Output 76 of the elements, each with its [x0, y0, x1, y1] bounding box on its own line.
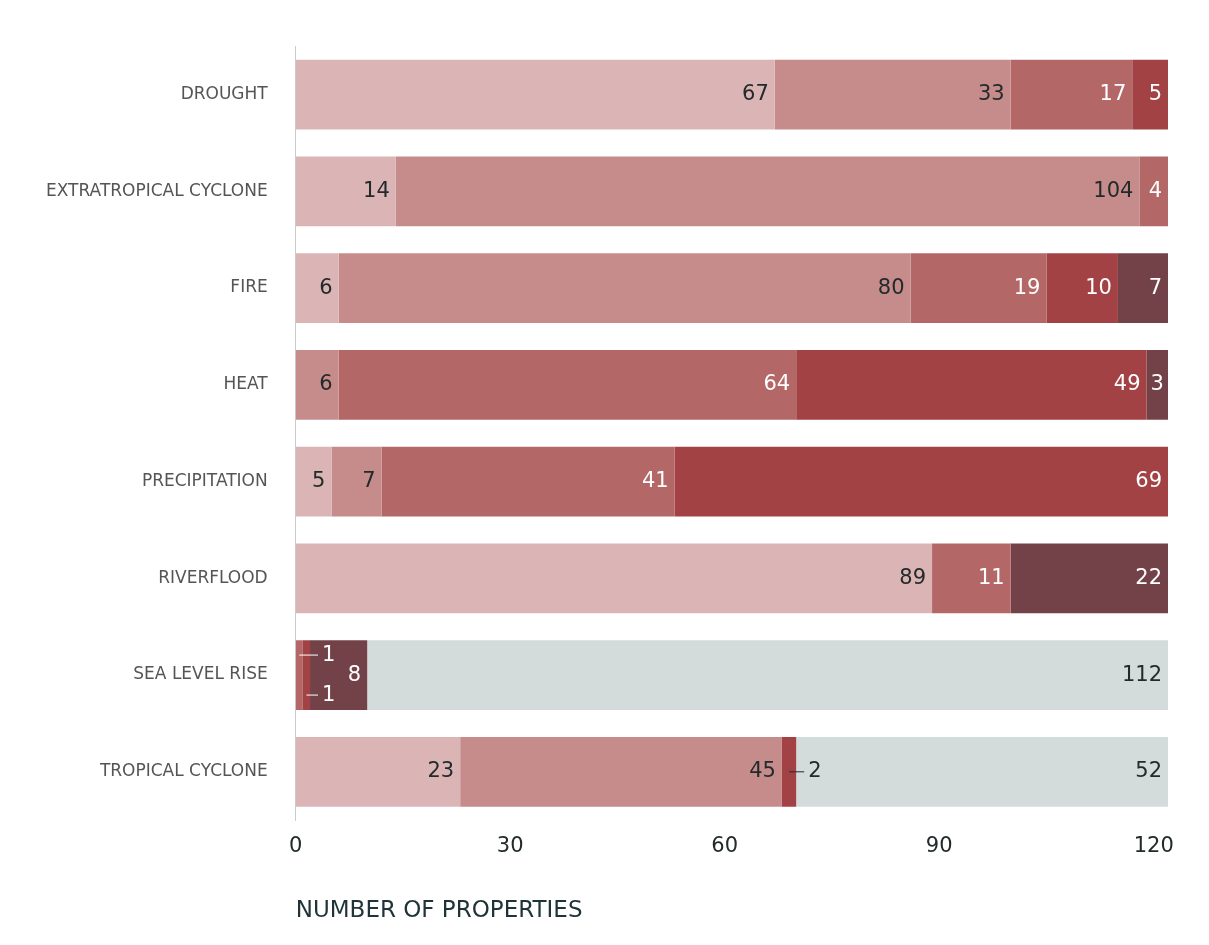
bar — [1046, 253, 1118, 323]
data-label: 80 — [877, 274, 905, 299]
bar — [310, 640, 368, 710]
data-label: 64 — [763, 371, 791, 396]
bar — [796, 350, 1147, 420]
data-label: 45 — [749, 758, 776, 783]
data-label: 89 — [899, 564, 927, 589]
data-label: 49 — [1113, 371, 1141, 396]
y-tick-label: EXTRATROPICAL CYCLONE — [45, 179, 268, 200]
data-label: 41 — [641, 468, 669, 493]
bar — [295, 59, 775, 130]
data-label: 52 — [1135, 758, 1162, 783]
bar — [1117, 253, 1168, 323]
data-label: 6 — [319, 371, 333, 396]
y-tick-label: SEA LEVEL RISE — [133, 663, 268, 684]
data-label: 3 — [1150, 371, 1164, 396]
bar — [1139, 156, 1168, 227]
x-tick-label: 30 — [496, 833, 524, 858]
bar — [331, 446, 382, 517]
bar — [781, 737, 797, 807]
bar — [1010, 59, 1133, 130]
x-axis-title: NUMBER OF PROPERTIES — [295, 896, 583, 923]
data-label: 7 — [362, 468, 376, 493]
bar — [295, 446, 332, 517]
bar — [302, 640, 311, 710]
data-label: 33 — [977, 81, 1005, 106]
bar — [295, 543, 933, 614]
x-tick-label: 0 — [289, 833, 303, 858]
data-label: 7 — [1148, 274, 1162, 299]
bar — [1132, 59, 1168, 130]
data-label: 5 — [1148, 81, 1162, 106]
bar — [910, 253, 1047, 323]
bar — [395, 156, 1140, 227]
data-label: 1 — [322, 641, 336, 666]
data-label: 10 — [1085, 274, 1112, 299]
data-label: 112 — [1121, 661, 1162, 686]
bar — [295, 737, 461, 807]
y-tick-label: PRECIPITATION — [141, 470, 268, 490]
data-label: 5 — [312, 468, 326, 493]
x-tick-label: 120 — [1133, 833, 1174, 858]
data-label: 19 — [1013, 274, 1041, 299]
bar — [796, 737, 1168, 807]
data-label: 8 — [347, 661, 362, 686]
bar — [295, 156, 396, 227]
data-label: 2 — [808, 758, 822, 783]
data-label: 22 — [1135, 564, 1162, 589]
bar — [367, 640, 1168, 710]
y-tick-label: TROPICAL CYCLONE — [98, 760, 268, 781]
bar — [1010, 543, 1168, 614]
data-label: 4 — [1148, 177, 1162, 202]
data-label: 1 — [322, 681, 336, 706]
bar — [295, 350, 339, 420]
bar — [932, 543, 1011, 614]
bar — [460, 737, 782, 807]
x-tick-label: 90 — [925, 833, 953, 858]
bar — [338, 350, 797, 420]
data-label: 67 — [742, 81, 769, 106]
y-tick-label: FIRE — [230, 276, 268, 297]
y-tick-label: HEAT — [223, 373, 269, 394]
data-label: 23 — [427, 758, 455, 783]
bar — [381, 446, 675, 517]
data-label: 11 — [977, 564, 1005, 589]
bar — [774, 59, 1011, 130]
bar — [295, 253, 339, 323]
bar — [295, 640, 303, 710]
y-tick-label: RIVERFLOOD — [158, 566, 268, 587]
data-label: 6 — [319, 274, 333, 299]
data-label: 104 — [1093, 177, 1134, 202]
data-label: 17 — [1099, 81, 1127, 106]
bar — [674, 446, 1168, 517]
y-tick-label: DROUGHT — [180, 83, 269, 103]
data-label: 69 — [1135, 468, 1162, 493]
data-label: 14 — [363, 177, 390, 202]
bar — [1146, 350, 1168, 420]
bar — [338, 253, 911, 323]
x-tick-label: 60 — [711, 833, 739, 858]
